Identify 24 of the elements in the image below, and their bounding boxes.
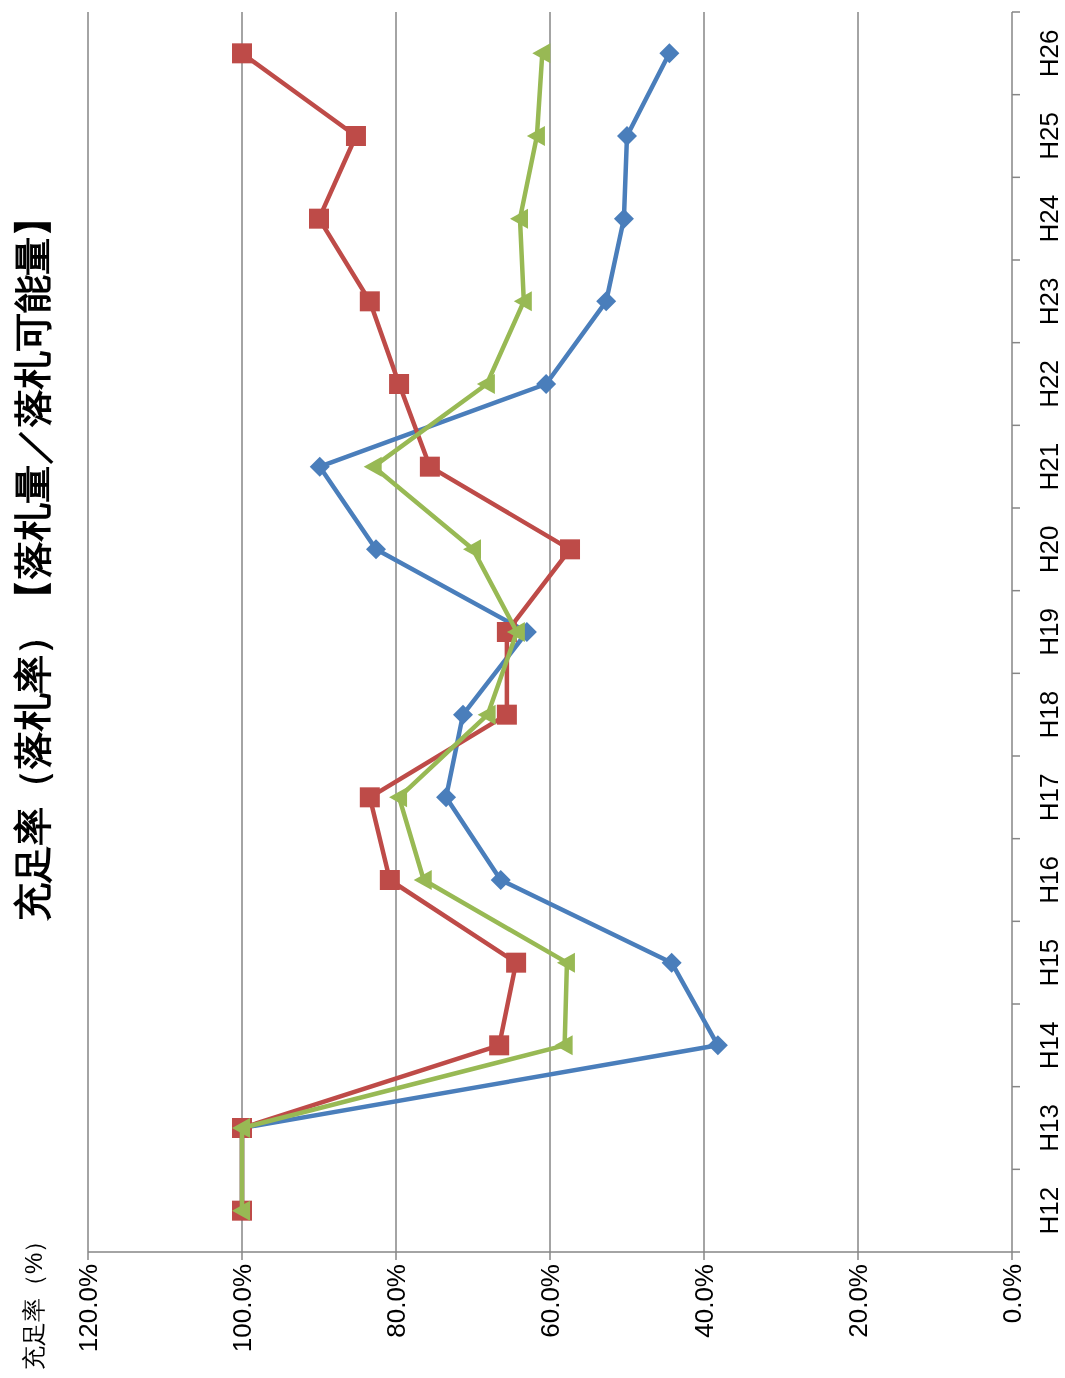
x-tick-label: 100.0% (227, 1264, 257, 1353)
x-tick-label: 120.0% (73, 1264, 103, 1353)
x-tick-label: 0.0% (997, 1264, 1027, 1324)
y-tick-label: H23 (1034, 277, 1064, 326)
x-tick-label: 40.0% (689, 1264, 719, 1338)
y-tick-label: H22 (1034, 360, 1064, 408)
y-tick-label: H20 (1034, 525, 1064, 574)
y-axis-title: 充足率（%） (20, 1228, 47, 1370)
y-tick-label: H18 (1034, 690, 1064, 739)
y-tick-label: H16 (1034, 856, 1064, 904)
y-tick-label: H26 (1034, 29, 1064, 78)
x-tick-label: 20.0% (843, 1264, 873, 1338)
y-tick-label: H13 (1034, 1104, 1064, 1152)
x-tick-label: 80.0% (381, 1264, 411, 1338)
y-tick-label: H24 (1034, 194, 1064, 243)
y-tick-label: H12 (1034, 1186, 1064, 1235)
y-tick-label: H21 (1034, 442, 1064, 491)
y-tick-label: H14 (1034, 1021, 1064, 1070)
y-tick-label: H15 (1034, 938, 1064, 987)
y-tick-label: H17 (1034, 773, 1064, 822)
y-tick-label: H19 (1034, 608, 1064, 656)
x-tick-label: 60.0% (535, 1264, 565, 1338)
text: 充足率（落札率）【落札量／落札可能量】 (12, 199, 54, 922)
y-tick-label: H25 (1034, 112, 1064, 160)
